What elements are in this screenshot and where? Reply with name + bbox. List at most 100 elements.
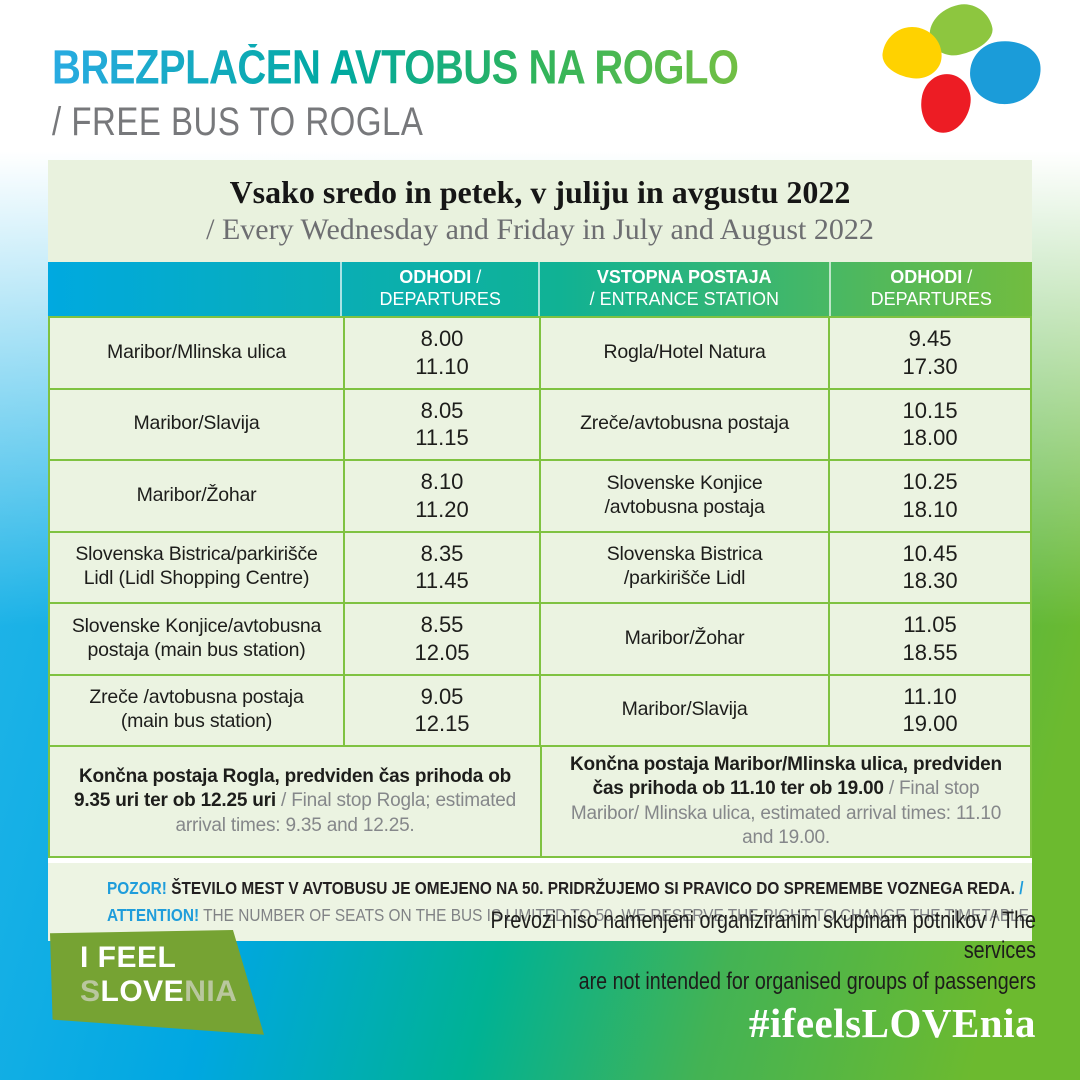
departure-times-cell: 10.25 18.10 [828,461,1030,531]
departure-times-cell: 8.55 12.05 [343,604,540,674]
departure-time: 11.05 [903,612,957,638]
table-header-row: ODHODI / DEPARTURES VSTOPNA POSTAJA / EN… [48,262,1032,316]
station-cell: Slovenske Konjice/avtobusna postaja (mai… [50,604,344,674]
header-departures-left: ODHODI / DEPARTURES [340,262,538,316]
station-line: Rogla/Hotel Natura [603,340,766,363]
header-entrance-line1: VSTOPNA POSTAJA [596,267,772,288]
station-cell: Slovenska Bistrica/parkirišče Lidl (Lidl… [50,532,344,602]
departure-time: 18.55 [902,639,958,665]
period-slovenian: Vsako sredo in petek, v juliju in avgust… [229,174,851,210]
table-row: Slovenske Konjice/avtobusna postaja (mai… [50,602,1030,674]
attention-text-en: THE NUMBER OF SEATS ON THE BUS IS LIMITE… [199,904,1034,925]
departure-time: 10.25 [902,469,958,495]
header-departures-left-bold: ODHODI [399,267,472,288]
station-cell: Zreče /avtobusna postaja (main bus stati… [50,675,344,745]
station-line: Slovenske Konjice [606,471,763,494]
departure-time: 9.05 [420,683,464,709]
i-feel-slovenia-logo: I FEEL SLOVENIA [50,930,264,1035]
card-divider [48,858,1032,864]
departure-times-cell: 8.00 11.10 [343,318,540,388]
attention-label-en: ATTENTION! [107,904,200,925]
station-cell: Slovenska Bistrica /parkirišče Lidl [539,532,829,602]
header-departures-right: ODHODI / DEPARTURES [828,262,1032,316]
departure-time: 18.00 [902,425,958,451]
station-line: Maribor/Slavija [621,698,748,721]
departure-time: 8.35 [420,540,464,566]
table-row: Slovenska Bistrica/parkirišče Lidl (Lidl… [50,530,1030,602]
station-cell: Rogla/Hotel Natura [539,318,829,388]
departure-time: 12.15 [414,711,470,737]
attention-box: POZOR! ŠTEVILO MEST V AVTOBUSU JE OMEJEN… [48,863,1033,941]
departure-time: 8.05 [420,397,464,423]
page-title: BREZPLAČEN AVTOBUS NA ROGLO [52,41,739,95]
station-line: (main bus station) [120,710,273,733]
departure-time: 11.45 [415,568,469,594]
final-stop-row: Končna postaja Rogla, predviden čas prih… [50,745,1030,857]
station-line: Maribor/Slavija [133,412,260,435]
table-row: Zreče /avtobusna postaja (main bus stati… [50,673,1030,745]
headline: BREZPLAČEN AVTOBUS NA ROGLO / FREE BUS T… [52,44,739,141]
departure-times-cell: 8.10 11.20 [343,461,540,531]
departure-time: 8.00 [420,326,464,352]
timetable-card: Vsako sredo in petek, v juliju in avgust… [48,160,1033,941]
attention-line-en: ATTENTION! THE NUMBER OF SEATS ON THE BU… [107,902,1033,928]
schedule-period: Vsako sredo in petek, v juliju in avgust… [48,160,1032,262]
station-line: Zreče /avtobusna postaja [89,686,304,709]
station-line: Maribor/Mlinska ulica [107,340,286,363]
departure-time: 9.45 [908,326,952,352]
station-line: /avtobusna postaja [604,495,765,518]
table-row: Maribor/Slavija 8.05 11.15 Zreče/avtobus… [50,387,1030,459]
station-line: Slovenska Bistrica [606,543,763,566]
ifs-line1: I FEEL [80,941,177,974]
header-entrance-station: VSTOPNA POSTAJA / ENTRANCE STATION [538,262,829,316]
departure-time: 18.30 [902,568,958,594]
station-line: Zreče/avtobusna postaja [580,412,790,435]
departure-time: 10.15 [902,397,958,423]
departure-times-cell: 10.45 18.30 [828,532,1030,602]
ifs-nia: NIA [184,975,238,1008]
table-row: Maribor/Mlinska ulica 8.00 11.10 Rogla/H… [50,316,1030,388]
attention-text-sl: ŠTEVILO MEST V AVTOBUSU JE OMEJENO NA 50… [166,878,1020,899]
i-feel-slovenia-text: I FEEL SLOVENIA [80,941,237,1009]
hashtag: #ifeelsLOVEnia [748,1000,1036,1046]
attention-label-sl: POZOR! [107,878,167,899]
final-stop-left-sl: Končna postaja Rogla, predviden čas prih… [73,766,512,812]
attention-slash: / [1019,878,1024,899]
header-departures-left-rest: / DEPARTURES [379,267,501,309]
station-cell: Maribor/Žohar [539,604,829,674]
departure-time: 11.10 [903,683,957,709]
station-cell: Maribor/Žohar [50,461,344,531]
station-line: Maribor/Žohar [624,626,745,649]
attention-line-sl: POZOR! ŠTEVILO MEST V AVTOBUSU JE OMEJEN… [107,875,1023,901]
station-line: Slovenske Konjice/avtobusna [71,614,322,637]
red-blob-icon [915,69,976,138]
departure-time: 8.10 [420,469,464,495]
departure-time: 12.05 [414,639,470,665]
departure-time: 11.10 [415,353,469,379]
departure-times-cell: 11.10 19.00 [828,675,1030,745]
timetable-body: Maribor/Mlinska ulica 8.00 11.10 Rogla/H… [48,316,1032,859]
departure-times-cell: 8.35 11.45 [343,532,540,602]
header-departures-right-bold: ODHODI [890,267,963,288]
departure-time: 17.30 [902,353,958,379]
departure-time: 19.00 [902,711,958,737]
station-cell: Maribor/Slavija [50,389,344,459]
station-cell: Zreče/avtobusna postaja [539,389,829,459]
station-cell: Maribor/Slavija [539,675,829,745]
final-stop-right: Končna postaja Maribor/Mlinska ulica, pr… [540,747,1030,857]
final-stop-left: Končna postaja Rogla, predviden čas prih… [50,747,540,857]
services-note-line2: are not intended for organised groups of… [578,967,1036,995]
ifs-love: LOVE [100,975,185,1008]
station-cell: Maribor/Mlinska ulica [50,318,344,388]
final-stop-left-en: / Final stop Rogla; estimated arrival ti… [175,790,517,836]
departure-time: 8.55 [420,612,464,638]
header-entrance-line2: / ENTRANCE STATION [589,289,779,309]
departure-times-cell: 10.15 18.00 [828,389,1030,459]
departure-time: 11.15 [415,425,469,451]
station-line: Slovenska Bistrica/parkirišče [75,543,318,566]
station-line: Lidl (Lidl Shopping Centre) [83,567,310,590]
services-note-line1: Prevozi niso namenjeni organiziranim sku… [490,907,1037,965]
station-cell: Slovenske Konjice /avtobusna postaja [539,461,829,531]
page-subtitle: / FREE BUS TO ROGLA [52,99,424,144]
